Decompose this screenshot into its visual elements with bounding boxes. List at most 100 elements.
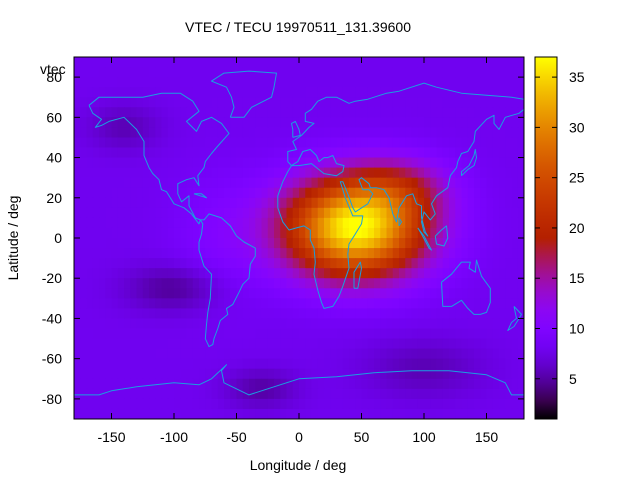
heatmap-cell bbox=[280, 147, 288, 159]
colorbar-tick-label: 30 bbox=[569, 119, 585, 135]
heatmap-cell bbox=[236, 258, 244, 269]
heatmap-cell bbox=[174, 87, 181, 98]
heatmap-cell bbox=[292, 328, 300, 340]
heatmap-cell bbox=[80, 278, 88, 289]
heatmap-cell bbox=[511, 268, 519, 279]
heatmap-cell bbox=[299, 278, 306, 289]
heatmap-cell bbox=[455, 77, 463, 88]
heatmap-cell bbox=[436, 87, 444, 98]
heatmap-cell bbox=[267, 368, 275, 380]
heatmap-cell bbox=[236, 187, 244, 199]
heatmap-cell bbox=[474, 207, 481, 219]
heatmap-cell bbox=[336, 97, 344, 108]
heatmap-cell bbox=[149, 328, 156, 340]
heatmap-cell bbox=[261, 398, 269, 410]
heatmap-cell bbox=[361, 137, 369, 149]
heatmap-cell bbox=[474, 328, 481, 340]
heatmap-cell bbox=[517, 408, 524, 419]
heatmap-cell bbox=[455, 268, 463, 279]
heatmap-cell bbox=[430, 57, 438, 68]
heatmap-cell bbox=[224, 127, 231, 139]
heatmap-cell bbox=[255, 348, 263, 360]
heatmap-cell bbox=[174, 258, 181, 269]
heatmap-cell bbox=[105, 268, 113, 279]
heatmap-cell bbox=[386, 308, 394, 320]
heatmap-cell bbox=[442, 338, 450, 350]
heatmap-cell bbox=[492, 288, 500, 299]
heatmap-cell bbox=[311, 298, 319, 309]
heatmap-cell bbox=[417, 268, 425, 279]
heatmap-cell bbox=[124, 328, 131, 340]
heatmap-cell bbox=[505, 137, 513, 149]
heatmap-cell bbox=[205, 157, 213, 169]
y-tick-label: -60 bbox=[42, 351, 62, 367]
heatmap-cell bbox=[236, 107, 244, 118]
heatmap-cell bbox=[86, 258, 94, 269]
heatmap-cell bbox=[217, 77, 225, 88]
heatmap-cell bbox=[342, 388, 350, 400]
heatmap-cell bbox=[186, 388, 194, 400]
heatmap-cell bbox=[149, 177, 156, 189]
heatmap-cell bbox=[355, 388, 363, 400]
heatmap-cell bbox=[361, 298, 369, 309]
heatmap-cell bbox=[192, 107, 200, 118]
heatmap-cell bbox=[455, 288, 463, 299]
heatmap-cell bbox=[99, 67, 106, 78]
heatmap-cell bbox=[374, 107, 381, 118]
heatmap-cell bbox=[355, 87, 363, 98]
heatmap-cell bbox=[424, 388, 431, 400]
heatmap-cell bbox=[330, 318, 338, 330]
heatmap-cell bbox=[117, 328, 125, 340]
heatmap-cell bbox=[361, 227, 369, 239]
heatmap-cell bbox=[267, 308, 275, 320]
heatmap-cell bbox=[499, 157, 506, 169]
heatmap-cell bbox=[342, 227, 350, 239]
heatmap-cell bbox=[230, 207, 238, 219]
heatmap-cell bbox=[142, 157, 150, 169]
heatmap-cell bbox=[436, 388, 444, 400]
coast-north-america bbox=[88, 92, 230, 225]
heatmap-cell bbox=[286, 308, 294, 320]
heatmap-cell bbox=[355, 358, 363, 370]
heatmap-cell bbox=[124, 368, 131, 380]
heatmap-cell bbox=[417, 388, 425, 400]
heatmap-cell bbox=[136, 378, 144, 390]
heatmap-cell bbox=[280, 258, 288, 269]
heatmap-cell bbox=[292, 408, 300, 419]
heatmap-cell bbox=[305, 238, 313, 249]
heatmap-cell bbox=[367, 388, 375, 400]
heatmap-cell bbox=[230, 318, 238, 330]
heatmap-cell bbox=[242, 348, 250, 360]
heatmap-cell bbox=[124, 388, 131, 400]
heatmap-cell bbox=[117, 177, 125, 189]
heatmap-cell bbox=[155, 368, 163, 380]
heatmap-cell bbox=[180, 338, 188, 350]
heatmap-cell bbox=[249, 338, 256, 350]
heatmap-cell bbox=[411, 288, 419, 299]
heatmap-cell bbox=[180, 258, 188, 269]
heatmap-cell bbox=[311, 308, 319, 320]
heatmap-cell bbox=[174, 348, 181, 360]
heatmap-cell bbox=[505, 318, 513, 330]
heatmap-cell bbox=[224, 268, 231, 279]
heatmap-cell bbox=[117, 107, 125, 118]
heatmap-cell bbox=[305, 197, 313, 209]
heatmap-cell bbox=[242, 268, 250, 279]
heatmap-cell bbox=[255, 197, 263, 209]
heatmap-cell bbox=[149, 147, 156, 159]
heatmap-cell bbox=[492, 248, 500, 259]
heatmap-cell bbox=[374, 308, 381, 320]
heatmap-cell bbox=[499, 217, 506, 229]
heatmap-cell bbox=[155, 157, 163, 169]
heatmap-cell bbox=[405, 238, 413, 249]
heatmap-cell bbox=[167, 348, 175, 360]
heatmap-cell bbox=[511, 248, 519, 259]
heatmap-cell bbox=[136, 57, 144, 68]
heatmap-cell bbox=[267, 217, 275, 229]
heatmap-cell bbox=[124, 378, 131, 390]
heatmap-cell bbox=[486, 408, 494, 419]
heatmap-cell bbox=[242, 107, 250, 118]
heatmap-cell bbox=[380, 328, 388, 340]
heatmap-cell bbox=[111, 97, 119, 108]
